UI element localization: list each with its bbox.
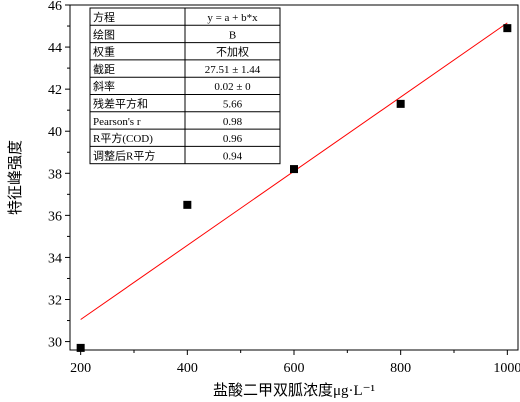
stats-label: Pearson's r: [93, 116, 141, 128]
y-tick-label: 40: [48, 125, 62, 140]
stats-value: 0.98: [223, 116, 243, 128]
stats-label: 截距: [93, 62, 115, 76]
y-axis-title: 特征峰强度: [7, 140, 24, 215]
stats-value: 5.66: [223, 99, 243, 111]
x-tick-label: 1000: [493, 361, 520, 376]
stats-label: 绘图: [93, 27, 115, 41]
data-point: [290, 165, 298, 174]
stats-label: 残差平方和: [93, 97, 148, 111]
data-point: [76, 343, 85, 352]
stats-label: R平方(COD): [93, 131, 153, 145]
x-axis: 200 400 600 800 1000: [70, 350, 520, 376]
x-tick-label: 800: [390, 361, 411, 376]
y-tick-label: 42: [48, 83, 62, 98]
stats-value: y = a + b*x: [207, 12, 258, 24]
y-tick-label: 46: [48, 0, 62, 14]
y-tick-label: 34: [48, 251, 62, 266]
data-point: [396, 99, 405, 108]
y-tick-label: 38: [48, 167, 62, 182]
y-tick-label: 30: [48, 336, 62, 351]
stats-label: 斜率: [93, 79, 115, 93]
y-tick-label: 44: [48, 41, 62, 56]
x-tick-label: 400: [177, 361, 198, 376]
x-tick-label: 200: [70, 361, 91, 376]
data-point: [183, 200, 192, 209]
data-points: [76, 24, 512, 352]
y-tick-label: 36: [48, 209, 62, 224]
x-tick-label: 600: [284, 361, 305, 376]
stats-value: 不加权: [216, 46, 249, 59]
stats-value: 27.51 ± 1.44: [205, 64, 261, 76]
x-axis-title: 盐酸二甲双胍浓度μg·L⁻¹: [213, 382, 375, 399]
stats-value: B: [229, 29, 236, 41]
stats-label: 调整后R平方: [93, 148, 155, 162]
y-axis: 30 32 34 36 38 40 42 44 46: [48, 0, 70, 351]
stats-label: 权重: [93, 45, 115, 59]
stats-label: 方程: [93, 10, 115, 24]
stats-value: 0.96: [223, 133, 243, 145]
y-tick-label: 32: [48, 294, 62, 309]
stats-value: 0.94: [223, 150, 243, 162]
stats-value: 0.02 ± 0: [214, 81, 251, 93]
data-point: [503, 24, 512, 33]
